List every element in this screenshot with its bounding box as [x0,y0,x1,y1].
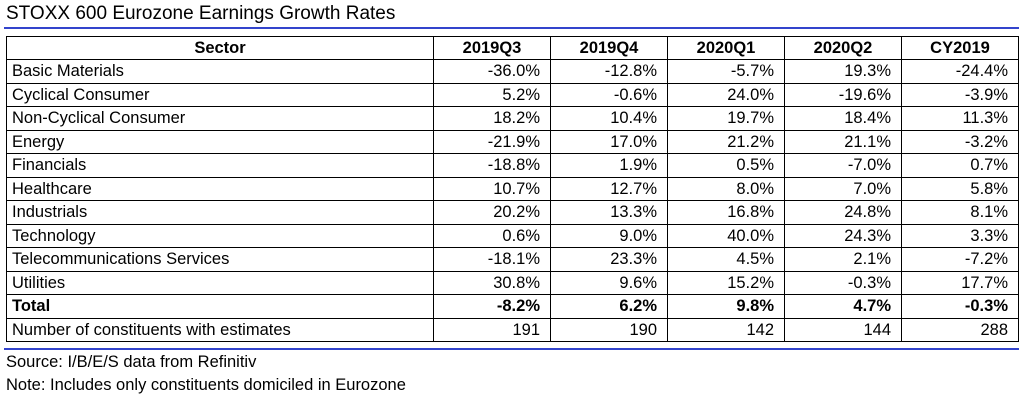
value-cell: 24.3% [784,223,902,248]
total-row: Total -8.2% 6.2% 9.8% 4.7% -0.3% [6,294,1019,319]
constituents-count-cell: 142 [667,317,785,342]
value-cell: -18.8% [433,153,551,178]
value-cell: 40.0% [667,223,785,248]
value-cell: 19.7% [667,106,785,131]
value-cell: 0.7% [901,153,1019,178]
value-cell: -36.0% [433,59,551,84]
sector-cell: Financials [6,153,434,178]
constituents-count-cell: 190 [550,317,668,342]
sector-cell: Healthcare [6,176,434,201]
value-cell: -12.8% [550,59,668,84]
value-cell: 13.3% [550,200,668,225]
value-cell: 3.3% [901,223,1019,248]
table-row: Industrials 20.2% 13.3% 16.8% 24.8% 8.1% [6,200,1019,225]
value-cell: 17.7% [901,270,1019,295]
table-header-row: Sector 2019Q3 2019Q4 2020Q1 2020Q2 CY201… [6,36,1019,60]
value-cell: -3.2% [901,129,1019,154]
column-header-2019q3: 2019Q3 [433,36,551,60]
sector-cell: Non-Cyclical Consumer [6,106,434,131]
value-cell: 8.0% [667,176,785,201]
value-cell: 15.2% [667,270,785,295]
sector-cell: Industrials [6,200,434,225]
value-cell: 9.6% [550,270,668,295]
value-cell: 24.0% [667,82,785,107]
table-row: Basic Materials -36.0% -12.8% -5.7% 19.3… [6,59,1019,84]
sector-cell: Energy [6,129,434,154]
value-cell: 23.3% [550,247,668,272]
table-row: Healthcare 10.7% 12.7% 8.0% 7.0% 5.8% [6,176,1019,201]
source-note: Source: I/B/E/S data from Refinitiv [6,353,257,371]
column-header-sector: Sector [6,36,434,60]
value-cell: 17.0% [550,129,668,154]
value-cell: 18.4% [784,106,902,131]
value-cell: 21.1% [784,129,902,154]
value-cell: 10.4% [550,106,668,131]
total-label-cell: Total [6,294,434,319]
value-cell: -24.4% [901,59,1019,84]
constituents-count-row: Number of constituents with estimates 19… [6,317,1019,342]
value-cell: -5.7% [667,59,785,84]
page-title: STOXX 600 Eurozone Earnings Growth Rates [6,3,396,24]
total-value-cell: -0.3% [901,294,1019,319]
value-cell: -18.1% [433,247,551,272]
total-value-cell: 6.2% [550,294,668,319]
sector-cell: Cyclical Consumer [6,82,434,107]
value-cell: -3.9% [901,82,1019,107]
value-cell: 9.0% [550,223,668,248]
value-cell: 0.5% [667,153,785,178]
value-cell: 2.1% [784,247,902,272]
value-cell: 10.7% [433,176,551,201]
value-cell: -21.9% [433,129,551,154]
total-value-cell: 4.7% [784,294,902,319]
value-cell: 1.9% [550,153,668,178]
sector-cell: Technology [6,223,434,248]
value-cell: 5.8% [901,176,1019,201]
value-cell: 11.3% [901,106,1019,131]
total-value-cell: -8.2% [433,294,551,319]
constituents-count-cell: 144 [784,317,902,342]
value-cell: 7.0% [784,176,902,201]
table-row: Cyclical Consumer 5.2% -0.6% 24.0% -19.6… [6,82,1019,107]
title-rule [4,27,1019,29]
constituents-label-cell: Number of constituents with estimates [6,317,434,342]
sector-cell: Telecommunications Services [6,247,434,272]
value-cell: 21.2% [667,129,785,154]
value-cell: 20.2% [433,200,551,225]
value-cell: 19.3% [784,59,902,84]
table-row: Telecommunications Services -18.1% 23.3%… [6,247,1019,272]
constituents-count-cell: 191 [433,317,551,342]
scope-note: Note: Includes only constituents domicil… [6,376,406,394]
value-cell: -0.3% [784,270,902,295]
value-cell: -7.2% [901,247,1019,272]
table-row: Energy -21.9% 17.0% 21.2% 21.1% -3.2% [6,129,1019,154]
value-cell: 30.8% [433,270,551,295]
value-cell: -7.0% [784,153,902,178]
column-header-2019q4: 2019Q4 [550,36,668,60]
value-cell: 4.5% [667,247,785,272]
constituents-count-cell: 288 [901,317,1019,342]
table-row: Utilities 30.8% 9.6% 15.2% -0.3% 17.7% [6,270,1019,295]
value-cell: 8.1% [901,200,1019,225]
value-cell: 12.7% [550,176,668,201]
value-cell: 0.6% [433,223,551,248]
total-value-cell: 9.8% [667,294,785,319]
value-cell: 5.2% [433,82,551,107]
value-cell: -0.6% [550,82,668,107]
value-cell: 24.8% [784,200,902,225]
column-header-cy2019: CY2019 [901,36,1019,60]
table-row: Non-Cyclical Consumer 18.2% 10.4% 19.7% … [6,106,1019,131]
earnings-growth-table: Sector 2019Q3 2019Q4 2020Q1 2020Q2 CY201… [6,36,1019,342]
footer-rule [4,348,1019,350]
sector-cell: Basic Materials [6,59,434,84]
value-cell: -19.6% [784,82,902,107]
column-header-2020q2: 2020Q2 [784,36,902,60]
table-row: Financials -18.8% 1.9% 0.5% -7.0% 0.7% [6,153,1019,178]
value-cell: 18.2% [433,106,551,131]
sector-cell: Utilities [6,270,434,295]
value-cell: 16.8% [667,200,785,225]
table-row: Technology 0.6% 9.0% 40.0% 24.3% 3.3% [6,223,1019,248]
column-header-2020q1: 2020Q1 [667,36,785,60]
